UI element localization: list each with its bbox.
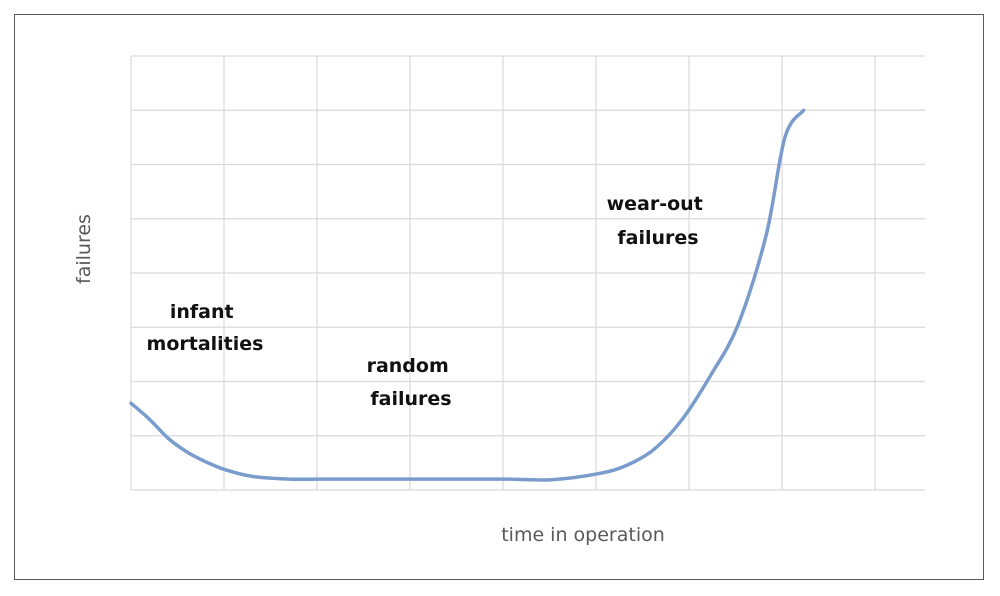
annotation-line: failures (617, 227, 698, 249)
annotation-line: failures (370, 388, 451, 410)
annotation-random-failures: random failures (367, 355, 456, 410)
annotation-infant-mortalities: infant mortalities (147, 301, 264, 355)
series-line (129, 108, 806, 482)
annotation-line: mortalities (147, 333, 264, 355)
x-axis-title: time in operation (501, 524, 665, 546)
annotation-wear-out-failures: wear-out failures (607, 193, 710, 249)
annotation-line: wear-out (607, 193, 703, 215)
chart-frame (14, 14, 984, 580)
annotation-line: random (367, 355, 449, 377)
gridlines (130, 55, 925, 491)
y-axis-title: failures (73, 214, 95, 284)
annotation-line: infant (170, 301, 234, 323)
